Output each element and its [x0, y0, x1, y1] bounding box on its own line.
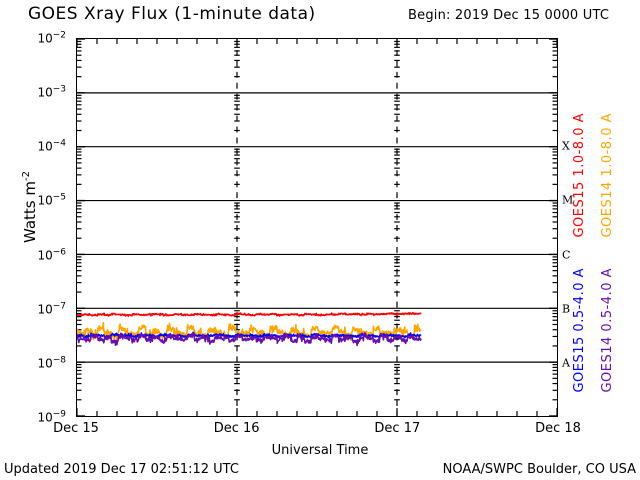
legend-item: GOES15 0.5-4.0 A — [572, 268, 587, 393]
flare-class-label-b: B — [562, 302, 571, 316]
chart-plot-area — [76, 38, 558, 417]
y-tick-label: 10−3 — [37, 84, 66, 100]
y-tick-labels: 10−9 10−8 10−7 10−6 10−5 10−4 10−3 10−2 — [0, 31, 70, 425]
y-tick-label: 10−5 — [37, 192, 66, 208]
y-tick-label: 10−6 — [37, 247, 66, 263]
legend: GOES15 1.0-8.0 A GOES14 1.0-8.0 A GOES15 0… — [572, 38, 640, 417]
page-title: GOES Xray Flux (1-minute data) — [28, 4, 316, 24]
y-tick-label: 10−9 — [37, 409, 66, 425]
x-tick-label: Dec 18 — [535, 421, 581, 436]
y-tick-label: 10−4 — [37, 138, 66, 154]
grid-lines — [77, 39, 557, 416]
x-tick-labels: Dec 15 Dec 16 Dec 17 Dec 18 — [0, 421, 640, 441]
series-line — [77, 312, 422, 317]
source-credit: NOAA/SWPC Boulder, CO USA — [442, 462, 636, 477]
flare-class-labels: X M C B A — [560, 38, 574, 417]
x-tick-label: Dec 15 — [53, 421, 99, 436]
y-tick-label: 10−8 — [37, 355, 66, 371]
flare-class-label-m: M — [562, 193, 574, 207]
x-tick-label: Dec 17 — [374, 421, 421, 436]
y-tick-label: 10−7 — [37, 301, 66, 317]
flare-class-label-a: A — [562, 356, 570, 370]
chart-canvas — [77, 39, 557, 416]
begin-timestamp: Begin: 2019 Dec 15 0000 UTC — [408, 8, 610, 23]
updated-timestamp: Updated 2019 Dec 17 02:51:12 UTC — [4, 462, 239, 477]
legend-item: GOES15 1.0-8.0 A — [572, 113, 587, 238]
legend-item: GOES14 1.0-8.0 A — [600, 113, 615, 238]
flare-class-label-c: C — [562, 248, 571, 262]
flare-class-label-x: X — [562, 139, 570, 153]
y-tick-label: 10−2 — [37, 30, 66, 46]
x-tick-label: Dec 16 — [213, 421, 260, 436]
x-axis-label: Universal Time — [271, 443, 369, 458]
series-line — [77, 331, 422, 347]
data-series-group — [77, 312, 422, 347]
axis-ticks — [77, 39, 557, 416]
legend-item: GOES14 0.5-4.0 A — [600, 268, 615, 393]
